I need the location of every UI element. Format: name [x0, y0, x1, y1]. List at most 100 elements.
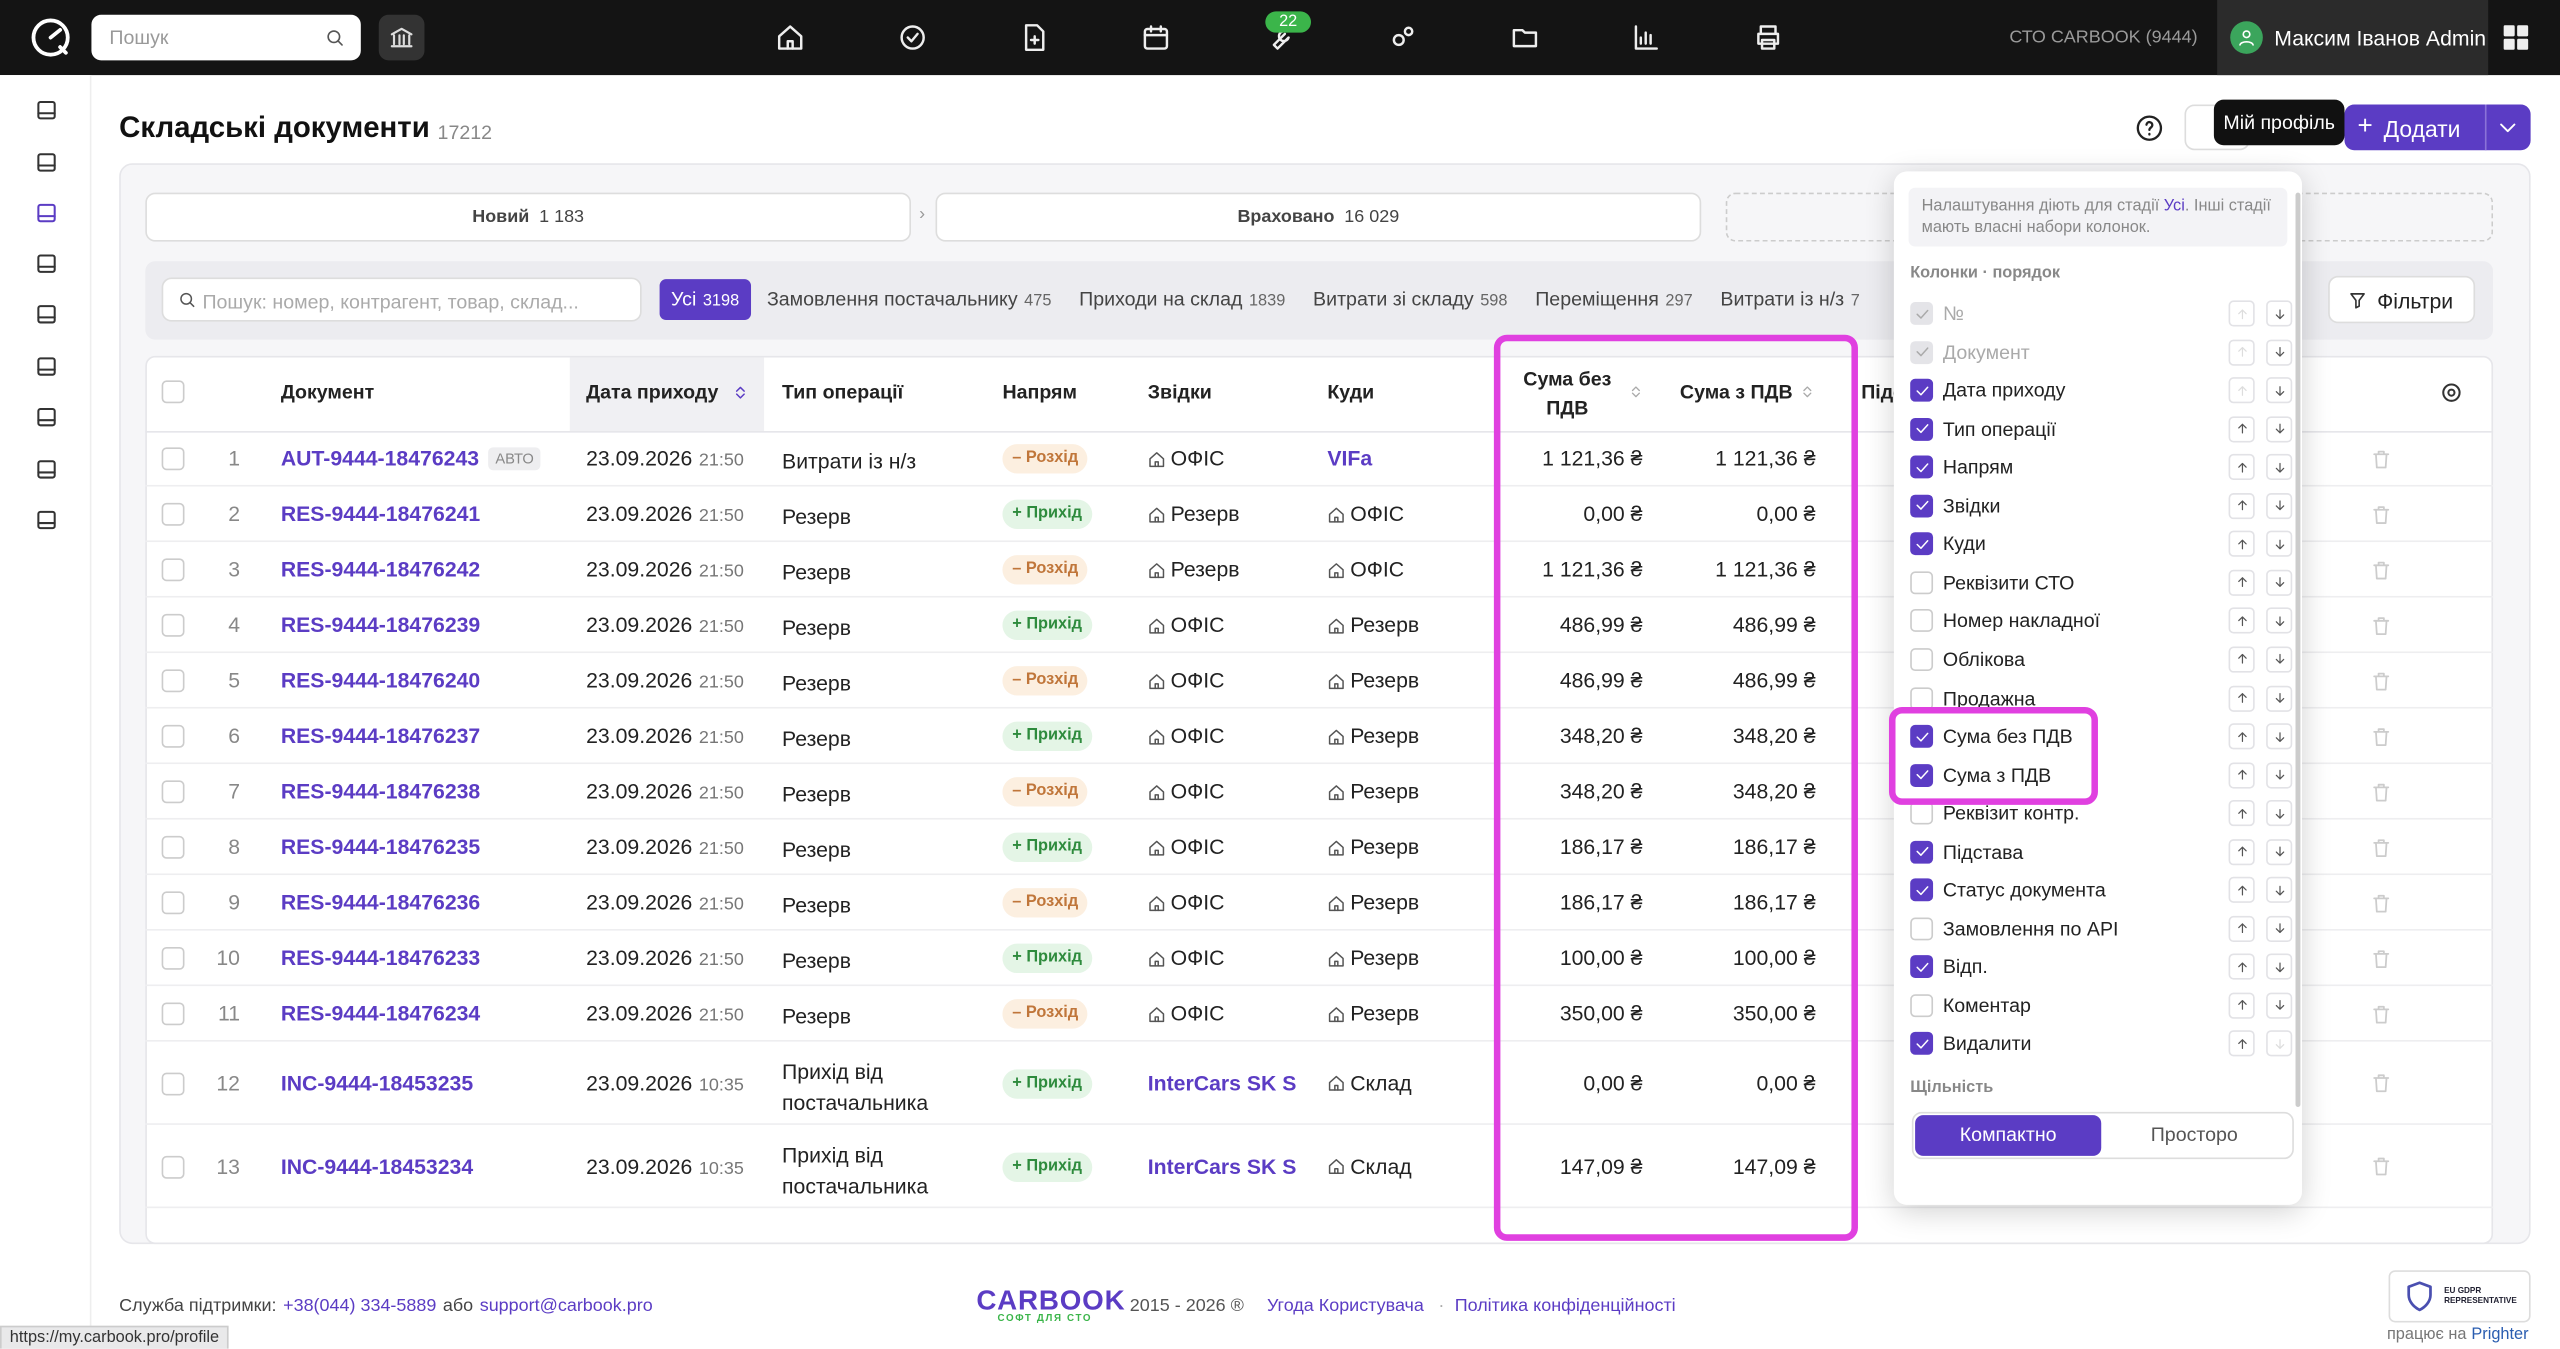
move-down[interactable] — [2266, 338, 2293, 365]
checkbox[interactable] — [161, 558, 185, 582]
document-link[interactable]: RES-9444-18476240 — [280, 667, 481, 693]
delete-icon[interactable] — [2370, 670, 2391, 691]
tab[interactable]: Приходи на склад 1839 — [1068, 279, 1297, 320]
support-phone[interactable]: +38(044) 334-5889 — [283, 1296, 437, 1316]
sort-icon[interactable] — [1628, 384, 1644, 400]
move-down[interactable] — [2266, 492, 2293, 519]
move-up[interactable] — [2228, 877, 2255, 904]
move-down[interactable] — [2266, 800, 2293, 827]
delete-icon[interactable] — [2370, 1073, 2391, 1094]
checkbox[interactable] — [161, 669, 185, 693]
move-up[interactable] — [2228, 761, 2255, 788]
column-toggle[interactable] — [1910, 1032, 1934, 1056]
sidebar-icon[interactable] — [33, 97, 57, 121]
move-down[interactable] — [2266, 761, 2293, 788]
logo[interactable] — [28, 15, 74, 61]
checkbox[interactable] — [161, 502, 185, 526]
delete-icon[interactable] — [2370, 726, 2391, 747]
move-down[interactable] — [2266, 838, 2293, 865]
move-down[interactable] — [2266, 992, 2293, 1019]
delete-icon[interactable] — [2370, 504, 2391, 525]
checkbox[interactable] — [161, 380, 185, 404]
tab[interactable]: Замовлення постачальнику 475 — [756, 279, 1063, 320]
move-up[interactable] — [2228, 723, 2255, 750]
move-up[interactable] — [2228, 300, 2255, 327]
move-up[interactable] — [2228, 1030, 2255, 1058]
checkbox[interactable] — [161, 1155, 185, 1178]
delete-icon[interactable] — [2370, 559, 2391, 580]
move-down[interactable] — [2266, 531, 2293, 558]
move-up[interactable] — [2228, 800, 2255, 827]
move-up[interactable] — [2228, 954, 2255, 981]
support-email[interactable]: support@carbook.pro — [479, 1296, 653, 1316]
column-toggle[interactable] — [1910, 878, 1934, 902]
tab[interactable]: Витрати із н/з 7 — [1709, 279, 1871, 320]
sidebar-icon[interactable] — [33, 404, 57, 428]
move-down[interactable] — [2266, 607, 2293, 635]
document-link[interactable]: RES-9444-18476233 — [280, 945, 481, 970]
nav-wrench[interactable] — [1265, 23, 1294, 52]
delete-icon[interactable] — [2370, 837, 2391, 858]
sidebar-icon[interactable] — [33, 251, 57, 275]
delete-icon[interactable] — [2370, 448, 2391, 469]
checkbox[interactable] — [161, 724, 185, 748]
help-icon[interactable] — [2135, 113, 2163, 141]
move-down[interactable] — [2266, 915, 2293, 942]
move-up[interactable] — [2228, 415, 2255, 442]
column-toggle[interactable] — [1910, 455, 1934, 479]
filters-button[interactable]: Фільтри — [2328, 275, 2476, 324]
footer-privacy[interactable]: Політика конфіденційності — [1454, 1296, 1676, 1316]
checkbox[interactable] — [161, 946, 185, 970]
move-down[interactable] — [2266, 684, 2293, 712]
move-up[interactable] — [2228, 684, 2255, 712]
nav-check[interactable] — [898, 23, 927, 52]
delete-icon[interactable] — [2370, 615, 2391, 636]
nav-printer[interactable] — [1753, 23, 1782, 52]
checkbox[interactable] — [161, 1071, 185, 1095]
counterparty-link[interactable]: VIFa — [1327, 445, 1373, 471]
checkbox[interactable] — [161, 613, 185, 637]
column-toggle[interactable] — [1910, 571, 1934, 595]
move-up[interactable] — [2228, 607, 2255, 635]
column-toggle[interactable] — [1910, 724, 1934, 748]
counterparty-link[interactable]: InterCars SK S — [1147, 1153, 1297, 1178]
sidebar-icon[interactable] — [33, 456, 57, 480]
delete-icon[interactable] — [2370, 781, 2391, 802]
nav-chart[interactable] — [1631, 23, 1660, 52]
sidebar-icon[interactable] — [33, 301, 57, 325]
move-up[interactable] — [2228, 492, 2255, 519]
sidebar-icon[interactable] — [33, 507, 57, 531]
sidebar-icon[interactable] — [33, 353, 57, 377]
move-up[interactable] — [2228, 646, 2255, 673]
sort-icon[interactable] — [731, 383, 749, 401]
column-toggle[interactable] — [1910, 994, 1934, 1017]
column-toggle[interactable] — [1910, 417, 1934, 441]
nav-docplus[interactable] — [1019, 23, 1048, 52]
move-down[interactable] — [2266, 954, 2293, 981]
footer-terms[interactable]: Угода Користувача — [1266, 1296, 1424, 1316]
tab[interactable]: Витрати зі складу 598 — [1302, 279, 1519, 320]
powered-brand[interactable]: Prighter — [2471, 1325, 2529, 1344]
nav-home[interactable] — [776, 23, 805, 52]
nav-folder[interactable] — [1510, 23, 1539, 52]
column-toggle[interactable] — [1910, 648, 1934, 671]
document-link[interactable]: RES-9444-18476234 — [280, 1000, 481, 1026]
apps-icon[interactable] — [2501, 23, 2530, 52]
column-toggle[interactable] — [1910, 378, 1934, 402]
table-settings[interactable] — [2438, 380, 2462, 404]
document-link[interactable]: RES-9444-18476239 — [280, 612, 481, 637]
density-option[interactable]: Просторо — [2150, 1123, 2238, 1147]
column-toggle[interactable] — [1910, 840, 1934, 864]
document-link[interactable]: RES-9444-18476241 — [280, 501, 481, 526]
document-link[interactable]: RES-9444-18476242 — [280, 556, 481, 582]
move-down[interactable] — [2266, 877, 2293, 904]
checkbox[interactable] — [161, 447, 185, 471]
delete-icon[interactable] — [2370, 1003, 2391, 1024]
column-toggle[interactable] — [1910, 609, 1934, 633]
document-link[interactable]: RES-9444-18476237 — [280, 723, 481, 748]
sort-icon[interactable] — [1799, 384, 1815, 400]
move-down[interactable] — [2266, 300, 2293, 327]
stage[interactable]: Новий 1 183 — [145, 192, 912, 242]
bank-button[interactable] — [378, 14, 425, 61]
move-down[interactable] — [2266, 646, 2293, 673]
